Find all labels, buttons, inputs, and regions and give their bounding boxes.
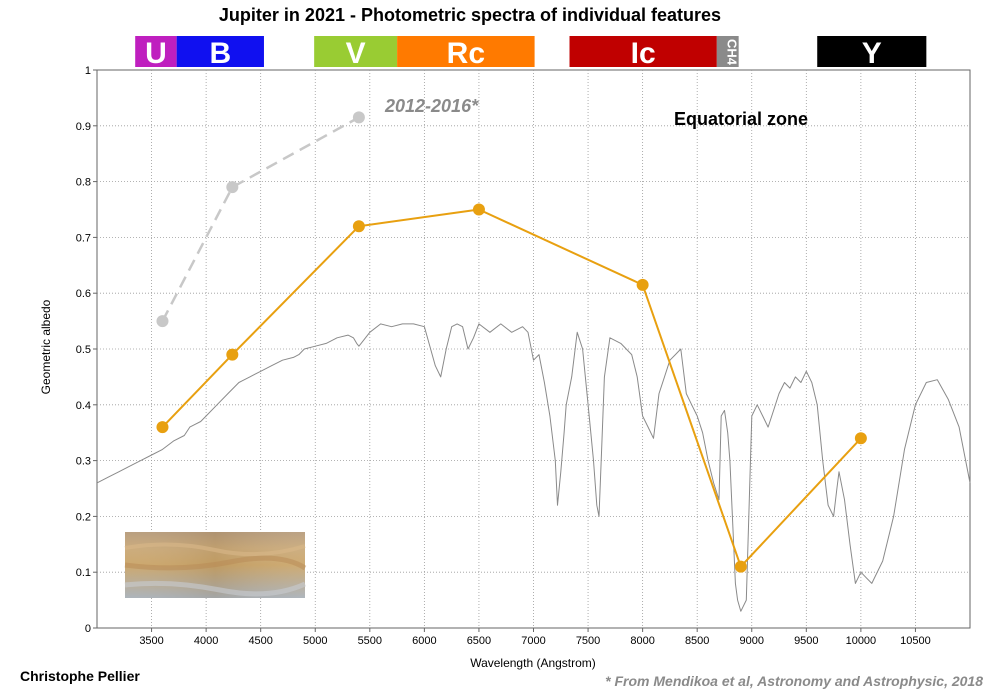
equatorial-zone-point xyxy=(156,421,169,434)
equatorial-zone-point xyxy=(636,278,649,291)
x-tick-label: 10500 xyxy=(900,635,931,647)
x-tick-label: 7500 xyxy=(576,635,600,647)
band-label-v: V xyxy=(346,37,366,70)
band-label-u: U xyxy=(145,37,167,70)
y-tick-label: 0.4 xyxy=(76,400,91,412)
author-credit: Christophe Pellier xyxy=(20,668,140,684)
reference-point xyxy=(156,315,169,328)
x-tick-label: 10000 xyxy=(846,635,877,647)
band-u xyxy=(135,36,177,67)
y-axis-label: Geometric albedo xyxy=(39,299,53,394)
x-tick-label: 9500 xyxy=(794,635,818,647)
data-series xyxy=(96,111,971,612)
y-tick-label: 0.5 xyxy=(76,344,91,356)
x-tick-label: 9000 xyxy=(740,635,764,647)
y-tick-label: 0.6 xyxy=(76,288,91,300)
x-tick-label: 6000 xyxy=(412,635,436,647)
x-tick-label: 6500 xyxy=(467,635,491,647)
band-v xyxy=(314,36,398,67)
band-label-ch4: CH4 xyxy=(725,39,740,66)
x-tick-label: 4500 xyxy=(248,635,272,647)
x-tick-label: 7000 xyxy=(521,635,545,647)
y-tick-label: 0.1 xyxy=(76,567,91,579)
y-tick-label: 0.9 xyxy=(76,121,91,133)
equatorial-zone-point xyxy=(472,203,485,216)
source-note: * From Mendikoa et al, Astronomy and Ast… xyxy=(605,673,983,689)
equatorial-zone-photo xyxy=(124,532,307,598)
y-axis-ticks: 0 0.1 0.2 0.3 0.4 0.5 0.6 0.7 0.8 0.9 1 xyxy=(76,65,97,635)
band-label-rc: Rc xyxy=(447,37,485,70)
band-label-y: Y xyxy=(862,37,882,70)
equatorial-zone-point xyxy=(734,560,747,573)
y-tick-label: 0.3 xyxy=(76,456,91,468)
y-tick-label: 0.2 xyxy=(76,511,91,523)
band-ch4 xyxy=(716,36,739,67)
x-axis-label: Wavelength (Angstrom) xyxy=(470,656,596,670)
band-b xyxy=(176,36,264,67)
band-y xyxy=(817,36,927,67)
filter-bands: U B V Rc Ic CH4 Y xyxy=(135,36,927,70)
y-tick-label: 0.7 xyxy=(76,232,91,244)
chart-title: Jupiter in 2021 - Photometric spectra of… xyxy=(219,5,721,25)
zone-label: Equatorial zone xyxy=(674,109,808,129)
reference-2012-2016-line xyxy=(161,116,360,322)
x-tick-label: 5500 xyxy=(358,635,382,647)
equatorial-zone-point xyxy=(226,348,239,361)
band-ic xyxy=(569,36,717,67)
y-tick-label: 0 xyxy=(85,623,91,635)
x-tick-label: 4000 xyxy=(194,635,218,647)
band-rc xyxy=(397,36,535,67)
x-axis-ticks: 3500 4000 4500 5000 5500 6000 6500 7000 7500 8000… xyxy=(139,628,931,647)
reference-point xyxy=(352,111,365,124)
equatorial-zone-point xyxy=(854,432,867,445)
reference-series-label: 2012-2016* xyxy=(384,96,479,116)
band-label-b: B xyxy=(209,37,231,70)
y-tick-label: 1 xyxy=(85,65,91,77)
x-tick-label: 5000 xyxy=(303,635,327,647)
x-tick-label: 8000 xyxy=(630,635,654,647)
jupiter-reflectance-spectrum xyxy=(96,323,971,612)
equatorial-zone-point xyxy=(352,220,365,233)
gridlines xyxy=(97,70,970,628)
band-label-ic: Ic xyxy=(631,37,656,70)
x-tick-label: 3500 xyxy=(139,635,163,647)
x-tick-label: 8500 xyxy=(685,635,709,647)
reference-point xyxy=(226,181,239,194)
y-tick-label: 0.8 xyxy=(76,177,91,189)
